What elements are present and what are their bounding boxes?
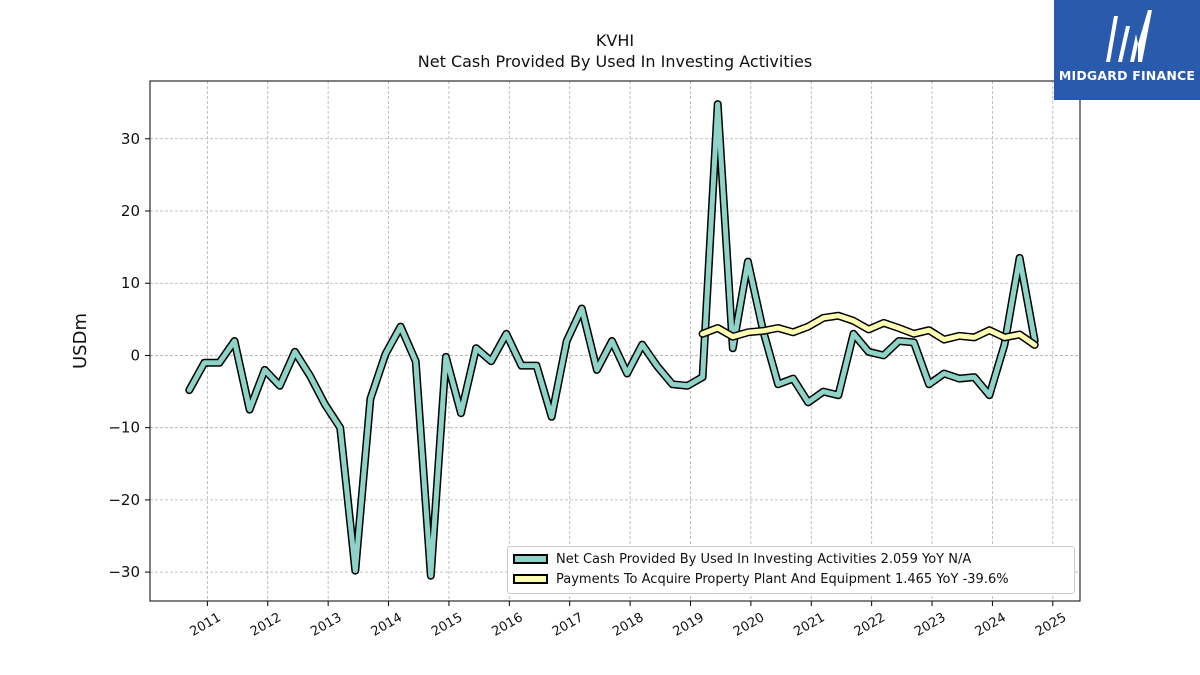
y-tick-label: −20 xyxy=(108,491,140,509)
x-tick-label: 2022 xyxy=(852,610,888,640)
legend-item: Net Cash Provided By Used In Investing A… xyxy=(513,550,971,568)
x-tick-label: 2020 xyxy=(731,610,767,640)
chart-title: KVHI xyxy=(595,31,635,50)
x-tick-label: 2024 xyxy=(973,610,1009,640)
y-tick-label: 0 xyxy=(130,346,140,364)
series-0-line xyxy=(186,101,1038,579)
chart-subtitle: Net Cash Provided By Used In Investing A… xyxy=(417,52,813,71)
x-tick-label: 2017 xyxy=(550,610,586,640)
legend-label: Payments To Acquire Property Plant And E… xyxy=(556,571,1009,587)
legend-label: Net Cash Provided By Used In Investing A… xyxy=(556,551,972,567)
y-tick-label: −30 xyxy=(108,563,140,581)
x-tick-label: 2021 xyxy=(791,610,827,640)
x-tick-label: 2016 xyxy=(489,610,525,640)
series-lines xyxy=(185,100,1039,580)
legend-swatch xyxy=(513,554,548,564)
grid-lines xyxy=(150,81,1080,601)
legend: Net Cash Provided By Used In Investing A… xyxy=(507,546,1075,594)
midgard-logo-icon xyxy=(1106,10,1152,62)
x-tick-label: 2012 xyxy=(248,610,284,640)
x-tick-label: 2019 xyxy=(671,610,707,640)
y-tick-label: 30 xyxy=(121,130,140,148)
plot-frame xyxy=(149,80,1081,602)
x-tick-label: 2025 xyxy=(1033,610,1069,640)
y-tick-label: 20 xyxy=(121,202,140,220)
y-axis-label: USDm xyxy=(70,313,91,369)
x-tick-label: 2018 xyxy=(610,610,646,640)
legend-item: Payments To Acquire Property Plant And E… xyxy=(513,570,1009,588)
midgard-logo: MIDGARD FINANCE xyxy=(1054,0,1200,100)
x-tick-label: 2014 xyxy=(369,610,405,640)
series-1-line xyxy=(700,313,1038,348)
x-tick-label: 2015 xyxy=(429,610,465,640)
x-tick-label: 2013 xyxy=(308,610,344,640)
x-tick-label: 2011 xyxy=(188,610,224,640)
x-tick-label: 2023 xyxy=(912,610,948,640)
y-tick-label: 10 xyxy=(121,274,140,292)
y-tick-label: −10 xyxy=(108,419,140,437)
logo-text: MIDGARD FINANCE xyxy=(1058,68,1196,83)
legend-swatch xyxy=(513,574,548,584)
